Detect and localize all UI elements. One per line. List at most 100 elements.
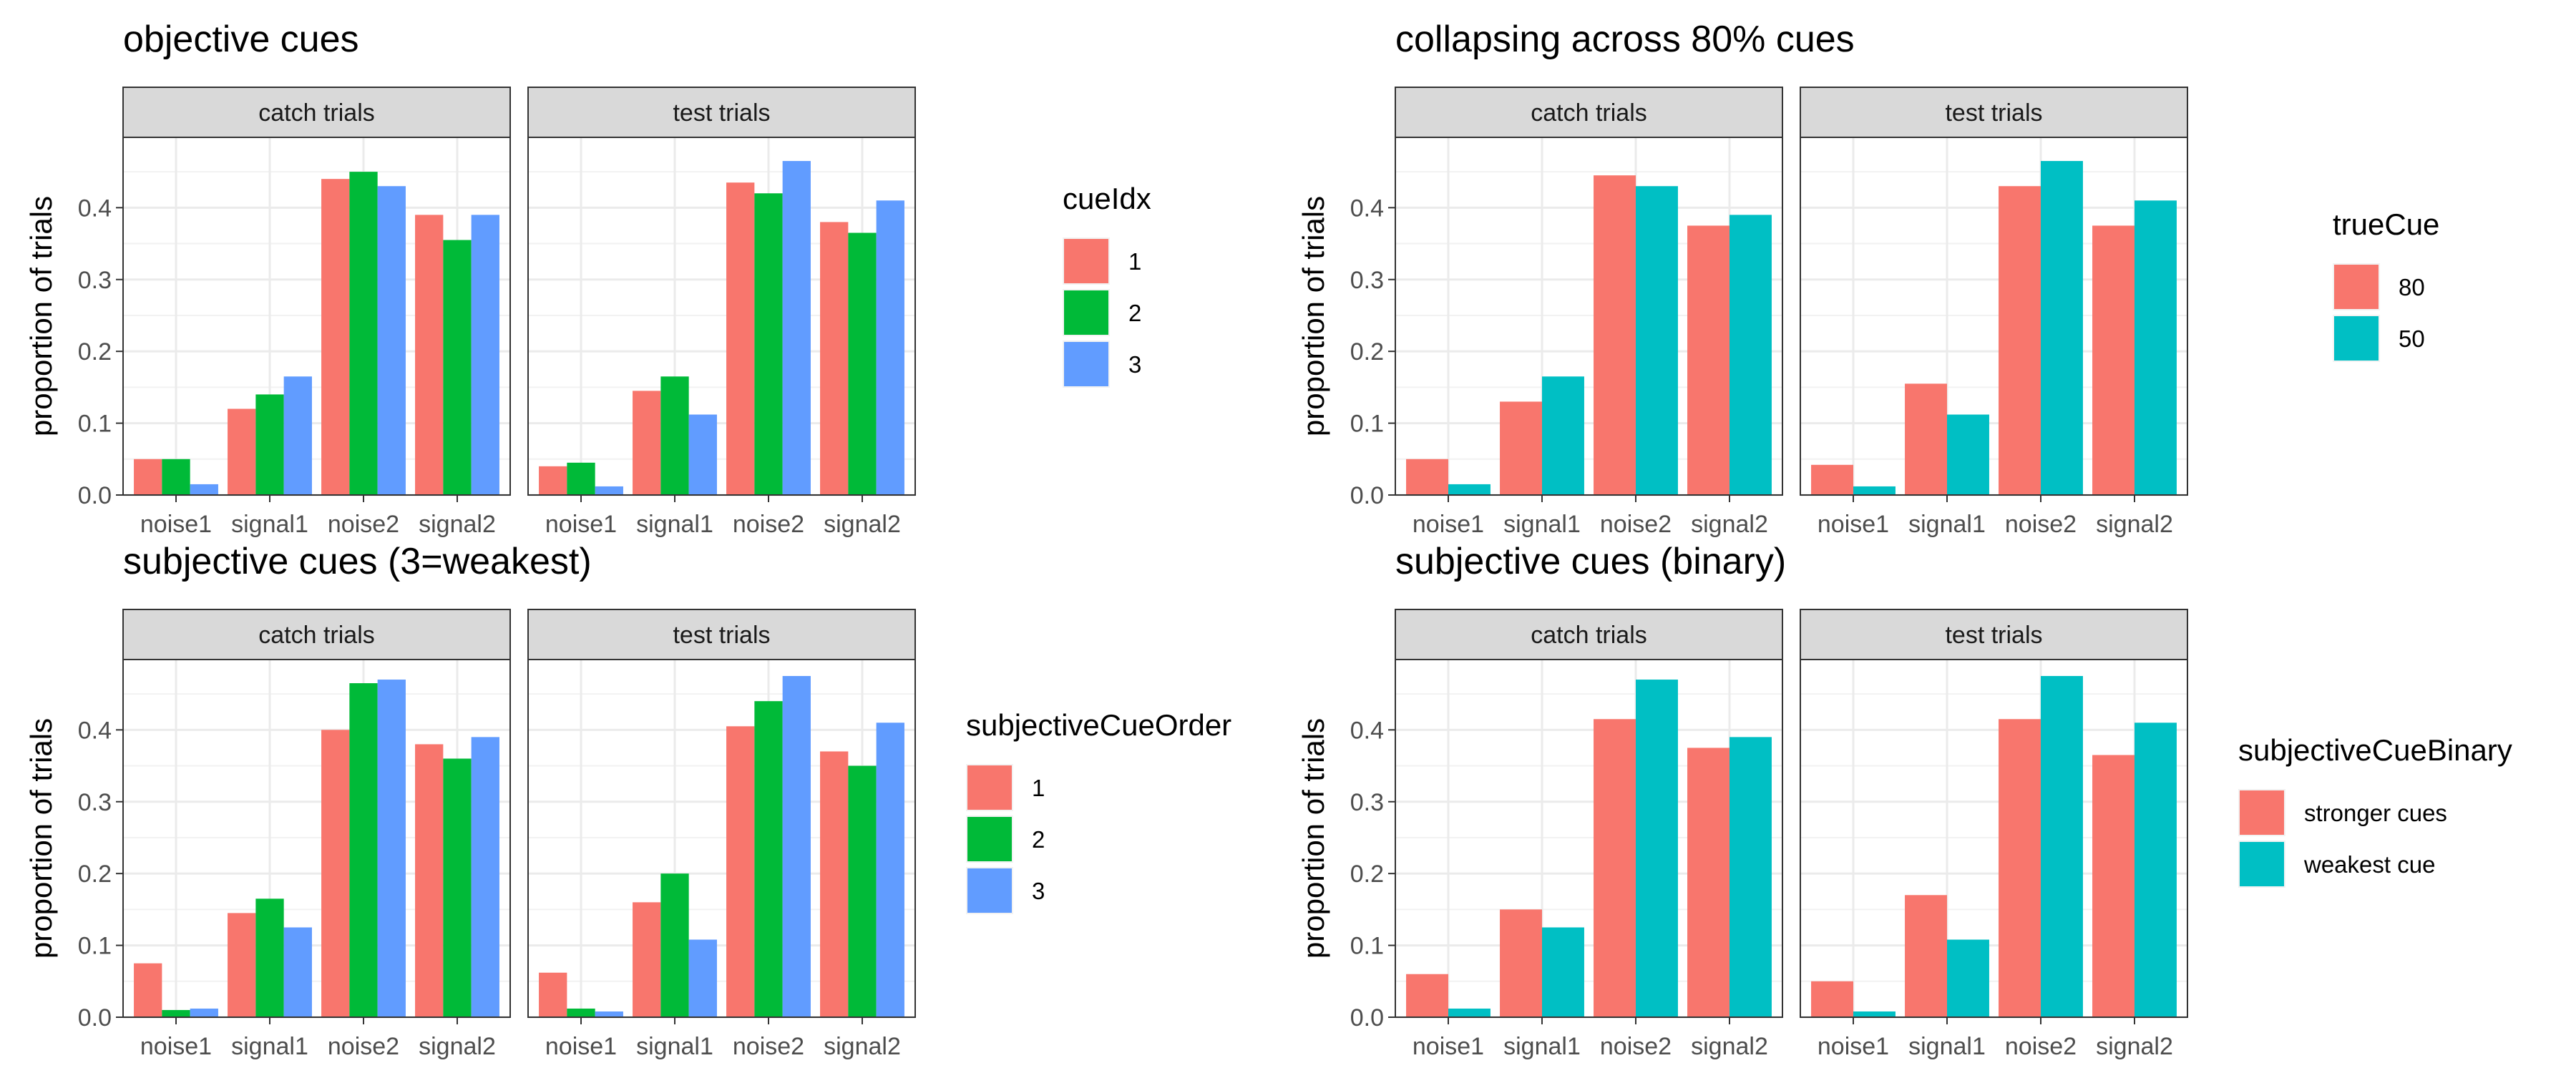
bar-signal1-series-3 <box>283 376 312 495</box>
bar-noise1-series-weakest-cue <box>1853 1011 1896 1017</box>
y-axis-title: proportion of trials <box>1297 196 1330 436</box>
bar-signal2-series-2 <box>848 765 877 1017</box>
bar-noise2-series-80 <box>1594 175 1636 496</box>
x-tick-label: signal2 <box>419 1033 496 1060</box>
y-tick-label: 0.3 <box>1350 789 1384 816</box>
x-tick-label: noise1 <box>1818 511 1889 538</box>
legend-key-swatch <box>2334 265 2379 309</box>
bar-signal1-series-80 <box>1500 401 1542 495</box>
bar-signal2-series-2 <box>443 758 472 1017</box>
bar-noise1-series-50 <box>1448 484 1491 495</box>
chart-title: subjective cues (binary) <box>1395 541 1786 582</box>
facet-strip-label: catch trials <box>1531 622 1647 649</box>
legend-title: subjectiveCueOrder <box>966 708 1231 742</box>
bar-signal1-series-1 <box>228 913 256 1017</box>
x-tick-label: noise1 <box>1413 511 1484 538</box>
bar-noise1-series-3 <box>190 484 218 495</box>
bar-noise1-series-1 <box>539 972 567 1017</box>
facet-strip <box>1395 609 1783 660</box>
x-tick-label: noise2 <box>328 511 399 538</box>
y-tick-label: 0.2 <box>78 861 112 888</box>
facet-strip <box>527 87 916 138</box>
legend-key-swatch <box>1064 290 1108 335</box>
bar-noise1-series-2 <box>162 1009 190 1017</box>
legend-key-swatch <box>1064 342 1108 386</box>
bar-noise2-series-80 <box>1999 186 2041 495</box>
x-tick-label: noise2 <box>2005 1033 2077 1060</box>
legend-key-swatch <box>967 817 1012 861</box>
facet-strip <box>1800 609 2188 660</box>
bar-signal2-series-3 <box>876 722 904 1017</box>
bar-signal2-series-1 <box>820 751 849 1017</box>
facet-test: test trials noise1 signal1 noise2 signal2 <box>527 87 916 538</box>
bar-noise2-series-1 <box>321 730 350 1017</box>
bar-noise1-series-1 <box>134 459 162 495</box>
facet-test: test trials noise1 signal1 noise2 signal2 <box>1800 609 2188 1060</box>
bar-noise2-series-stronger-cues <box>1594 719 1636 1017</box>
bar-noise1-series-1 <box>539 466 567 495</box>
bar-noise1-series-80 <box>1406 459 1448 495</box>
x-tick-label: signal1 <box>1503 511 1581 538</box>
bar-signal2-series-1 <box>415 215 444 495</box>
y-tick-label: 0.0 <box>78 1004 112 1032</box>
x-tick-label: signal1 <box>636 511 713 538</box>
bar-noise1-series-80 <box>1811 464 1853 495</box>
bar-noise2-series-50 <box>1636 186 1678 495</box>
bar-noise1-series-3 <box>595 486 623 495</box>
bar-noise1-series-weakest-cue <box>1448 1008 1491 1017</box>
bar-noise2-series-2 <box>349 683 378 1017</box>
bar-signal2-series-2 <box>848 232 877 495</box>
bar-noise2-series-weakest-cue <box>1636 680 1678 1017</box>
facet-catch: catch trials noise1 signal1 noise2 signal2 <box>1395 87 1783 538</box>
x-tick-label: noise2 <box>733 1033 804 1060</box>
bar-signal2-series-50 <box>2135 200 2177 495</box>
x-tick-label: signal1 <box>231 511 308 538</box>
facet-catch: catch trials noise1 signal1 noise2 signal2 <box>122 609 511 1060</box>
bar-noise1-series-3 <box>190 1008 218 1017</box>
y-tick-label: 0.3 <box>1350 267 1384 294</box>
bar-signal1-series-stronger-cues <box>1500 909 1542 1017</box>
y-tick-label: 0.1 <box>1350 933 1384 960</box>
bar-noise2-series-stronger-cues <box>1999 719 2041 1017</box>
x-tick-label: noise2 <box>1600 511 1672 538</box>
panel-border <box>1800 659 2188 1018</box>
y-tick-label: 0.2 <box>1350 861 1384 888</box>
facet-strip <box>122 87 511 138</box>
bar-noise1-series-2 <box>567 1008 595 1017</box>
bar-noise2-series-1 <box>726 182 755 495</box>
y-tick-label: 0.1 <box>78 411 112 438</box>
bar-signal1-series-1 <box>633 391 661 495</box>
bar-signal2-series-3 <box>471 215 499 495</box>
facet-test: test trials noise1 signal1 noise2 signal2 <box>1800 87 2188 538</box>
facet-strip-label: catch trials <box>258 99 375 127</box>
facet-strip-label: catch trials <box>1531 99 1647 127</box>
bar-signal1-series-2 <box>255 394 284 495</box>
chart-1: objective cues proportion of trials 0.0 0.1… <box>24 19 1151 538</box>
legend-label: 2 <box>1032 826 1045 853</box>
y-tick-label: 0.4 <box>78 717 112 744</box>
bar-noise2-series-weakest-cue <box>2041 676 2083 1017</box>
bar-noise1-series-1 <box>134 963 162 1017</box>
chart-2: collapsing across 80% cues proportion of … <box>1297 19 2439 538</box>
chart-3: subjective cues (3=weakest) proportion of… <box>24 541 1231 1060</box>
legend-title: subjectiveCueBinary <box>2238 733 2512 767</box>
panel-border <box>527 659 916 1018</box>
legend-label: 1 <box>1128 248 1141 275</box>
facet-strip <box>1395 87 1783 138</box>
x-tick-label: signal2 <box>419 511 496 538</box>
bar-signal1-series-1 <box>633 902 661 1017</box>
chart-title: subjective cues (3=weakest) <box>123 541 592 582</box>
bar-signal1-series-50 <box>1542 376 1584 495</box>
bar-signal2-series-80 <box>1687 225 1729 495</box>
chart-title: collapsing across 80% cues <box>1395 19 1855 60</box>
x-tick-label: signal1 <box>231 1033 308 1060</box>
bar-noise1-series-stronger-cues <box>1406 974 1448 1017</box>
panel-border <box>527 137 916 496</box>
legend-label: 3 <box>1128 351 1141 378</box>
legend-label: 2 <box>1128 300 1141 326</box>
x-tick-label: signal1 <box>636 1033 713 1060</box>
legend: subjectiveCueOrder 1 2 3 <box>966 708 1231 914</box>
legend-key-swatch <box>967 868 1012 913</box>
legend: trueCue 80 50 <box>2333 207 2439 362</box>
panel-border <box>122 137 511 496</box>
